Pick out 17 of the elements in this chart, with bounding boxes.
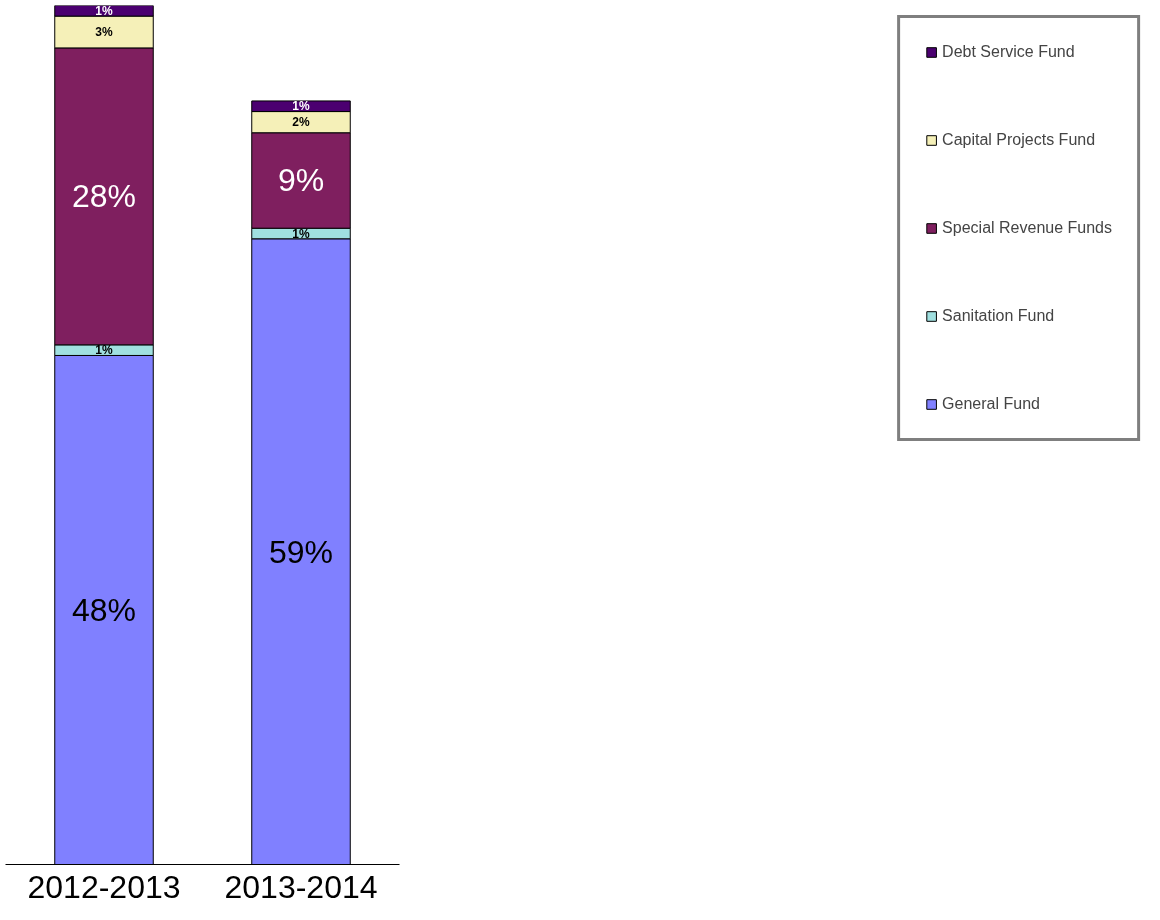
- data-label: 1%: [95, 343, 113, 358]
- data-label: 1%: [95, 3, 113, 18]
- data-label: 1%: [292, 99, 310, 114]
- data-label: 48%: [71, 591, 137, 628]
- legend-label: Special Revenue Funds: [942, 219, 1112, 237]
- x-tick-label: 2013-2014: [224, 868, 378, 905]
- x-tick-label: 2012-2013: [27, 868, 181, 905]
- data-label: 28%: [71, 178, 137, 215]
- data-label: 1%: [292, 226, 310, 241]
- legend-label: Sanitation Fund: [942, 307, 1055, 325]
- data-label: 9%: [277, 162, 325, 199]
- legend-label: General Fund: [942, 395, 1040, 413]
- data-label: 2%: [292, 115, 310, 130]
- legend-label: Capital Projects Fund: [942, 131, 1096, 149]
- data-label: 3%: [95, 25, 113, 40]
- data-label: 59%: [268, 533, 334, 570]
- legend-label: Debt Service Fund: [942, 43, 1075, 61]
